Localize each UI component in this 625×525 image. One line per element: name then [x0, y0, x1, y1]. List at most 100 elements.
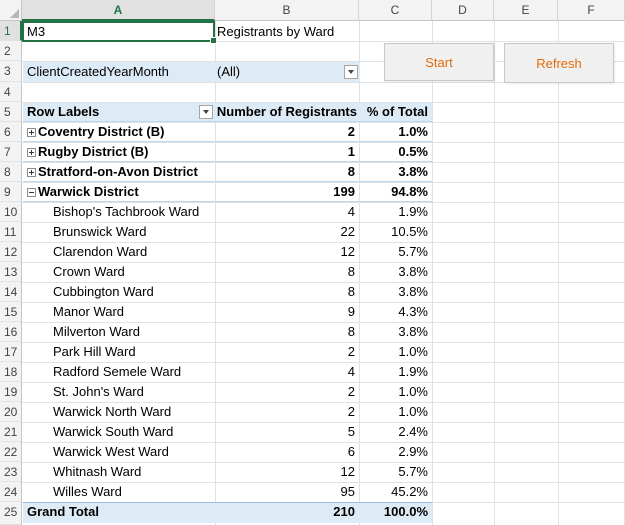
pivot-cell-pct[interactable]: 1.0%: [398, 124, 428, 139]
pivot-cell-registrants[interactable]: 9: [347, 304, 355, 319]
row-header-18[interactable]: 18: [0, 362, 22, 382]
column-header-c[interactable]: C: [359, 0, 432, 21]
pivot-row-label[interactable]: Coventry District (B): [27, 122, 215, 142]
row-header-6[interactable]: 6: [0, 122, 22, 142]
pivot-cell-pct[interactable]: 1.0%: [398, 344, 428, 359]
row-header-20[interactable]: 20: [0, 402, 22, 422]
pivot-row-label[interactable]: Rugby District (B): [27, 142, 215, 162]
column-header-e[interactable]: E: [494, 0, 558, 21]
select-all-corner[interactable]: [0, 0, 22, 21]
pivot-cell-registrants[interactable]: 8: [347, 284, 355, 299]
pivot-cell-pct[interactable]: 1.9%: [398, 204, 428, 219]
row-header-1[interactable]: 1: [0, 21, 22, 41]
pivot-cell-registrants[interactable]: 8: [347, 164, 355, 179]
pivot-ward-label[interactable]: Bishop's Tachbrook Ward: [53, 204, 200, 219]
row-header-4[interactable]: 4: [0, 82, 22, 102]
row-header-19[interactable]: 19: [0, 382, 22, 402]
pivot-row-label[interactable]: Stratford-on-Avon District: [27, 162, 215, 182]
pivot-grand-total-label[interactable]: Grand Total: [27, 504, 99, 519]
pivot-filter-label[interactable]: ClientCreatedYearMonth: [27, 64, 169, 79]
pivot-cell-pct[interactable]: 10.5%: [391, 224, 428, 239]
pivot-cell-pct[interactable]: 5.7%: [398, 244, 428, 259]
pivot-cell-pct[interactable]: 4.3%: [398, 304, 428, 319]
row-header-13[interactable]: 13: [0, 262, 22, 282]
pivot-cell-registrants[interactable]: 4: [347, 204, 355, 219]
row-header-8[interactable]: 8: [0, 162, 22, 182]
pivot-cell-pct[interactable]: 3.8%: [398, 324, 428, 339]
pivot-header-row-labels[interactable]: Row Labels: [27, 104, 100, 119]
expand-icon[interactable]: [27, 128, 36, 137]
pivot-cell-registrants[interactable]: 5: [347, 424, 355, 439]
pivot-filter-value[interactable]: (All): [217, 64, 241, 79]
pivot-grand-total-pct[interactable]: 100.0%: [383, 504, 428, 519]
row-header-11[interactable]: 11: [0, 222, 22, 242]
row-header-22[interactable]: 22: [0, 442, 22, 462]
expand-icon[interactable]: [27, 168, 36, 177]
pivot-cell-pct[interactable]: 45.2%: [391, 484, 428, 499]
pivot-cell-pct[interactable]: 1.0%: [398, 384, 428, 399]
pivot-ward-label[interactable]: Warwick North Ward: [53, 404, 172, 419]
cell-b1-title[interactable]: Registrants by Ward: [217, 24, 335, 39]
pivot-cell-registrants[interactable]: 12: [340, 464, 355, 479]
row-header-12[interactable]: 12: [0, 242, 22, 262]
row-header-9[interactable]: 9: [0, 182, 22, 202]
start-button[interactable]: Start: [384, 43, 494, 81]
pivot-cell-registrants[interactable]: 2: [347, 404, 355, 419]
row-header-10[interactable]: 10: [0, 202, 22, 222]
pivot-ward-label[interactable]: Radford Semele Ward: [53, 364, 182, 379]
pivot-grand-total-registrants[interactable]: 210: [333, 504, 355, 519]
pivot-row-label[interactable]: Warwick District: [27, 182, 215, 202]
pivot-cell-registrants[interactable]: 12: [340, 244, 355, 259]
pivot-header-pct[interactable]: % of Total: [366, 104, 428, 119]
pivot-ward-label[interactable]: Warwick South Ward: [53, 424, 174, 439]
pivot-cell-pct[interactable]: 94.8%: [391, 184, 428, 199]
pivot-cell-pct[interactable]: 3.8%: [398, 284, 428, 299]
filter-dropdown-icon[interactable]: [344, 65, 358, 79]
pivot-cell-registrants[interactable]: 4: [347, 364, 355, 379]
row-header-16[interactable]: 16: [0, 322, 22, 342]
pivot-cell-registrants[interactable]: 2: [347, 384, 355, 399]
pivot-cell-pct[interactable]: 3.8%: [398, 264, 428, 279]
cell-a1[interactable]: M3: [27, 24, 46, 39]
pivot-cell-registrants[interactable]: 199: [333, 184, 355, 199]
row-header-17[interactable]: 17: [0, 342, 22, 362]
pivot-ward-label[interactable]: Brunswick Ward: [53, 224, 147, 239]
pivot-cell-registrants[interactable]: 8: [347, 324, 355, 339]
pivot-cell-registrants[interactable]: 1: [347, 144, 355, 159]
pivot-cell-registrants[interactable]: 95: [340, 484, 355, 499]
row-header-7[interactable]: 7: [0, 142, 22, 162]
pivot-ward-label[interactable]: Park Hill Ward: [53, 344, 136, 359]
pivot-ward-label[interactable]: Cubbington Ward: [53, 284, 154, 299]
row-header-3[interactable]: 3: [0, 61, 22, 82]
row-header-25[interactable]: 25: [0, 502, 22, 525]
pivot-cell-registrants[interactable]: 8: [347, 264, 355, 279]
pivot-cell-pct[interactable]: 1.0%: [398, 404, 428, 419]
pivot-ward-label[interactable]: Willes Ward: [53, 484, 122, 499]
row-header-2[interactable]: 2: [0, 41, 22, 61]
pivot-ward-label[interactable]: Crown Ward: [53, 264, 125, 279]
column-header-d[interactable]: D: [432, 0, 494, 21]
pivot-cell-registrants[interactable]: 6: [347, 444, 355, 459]
row-header-21[interactable]: 21: [0, 422, 22, 442]
pivot-ward-label[interactable]: Warwick West Ward: [53, 444, 169, 459]
row-header-5[interactable]: 5: [0, 102, 22, 122]
pivot-cell-pct[interactable]: 0.5%: [398, 144, 428, 159]
row-header-24[interactable]: 24: [0, 482, 22, 502]
pivot-cell-registrants[interactable]: 2: [347, 124, 355, 139]
column-header-f[interactable]: F: [558, 0, 625, 21]
pivot-cell-pct[interactable]: 2.4%: [398, 424, 428, 439]
collapse-icon[interactable]: [27, 188, 36, 197]
pivot-ward-label[interactable]: Whitnash Ward: [53, 464, 142, 479]
pivot-ward-label[interactable]: Clarendon Ward: [53, 244, 148, 259]
expand-icon[interactable]: [27, 148, 36, 157]
pivot-header-registrants[interactable]: Number of Registrants: [216, 104, 357, 119]
pivot-cell-pct[interactable]: 3.8%: [398, 164, 428, 179]
pivot-ward-label[interactable]: Milverton Ward: [53, 324, 140, 339]
column-header-a[interactable]: A: [22, 0, 215, 21]
row-header-23[interactable]: 23: [0, 462, 22, 482]
pivot-ward-label[interactable]: Manor Ward: [53, 304, 125, 319]
pivot-cell-pct[interactable]: 5.7%: [398, 464, 428, 479]
pivot-cell-pct[interactable]: 1.9%: [398, 364, 428, 379]
column-header-b[interactable]: B: [215, 0, 359, 21]
row-labels-filter-icon[interactable]: [199, 105, 213, 119]
